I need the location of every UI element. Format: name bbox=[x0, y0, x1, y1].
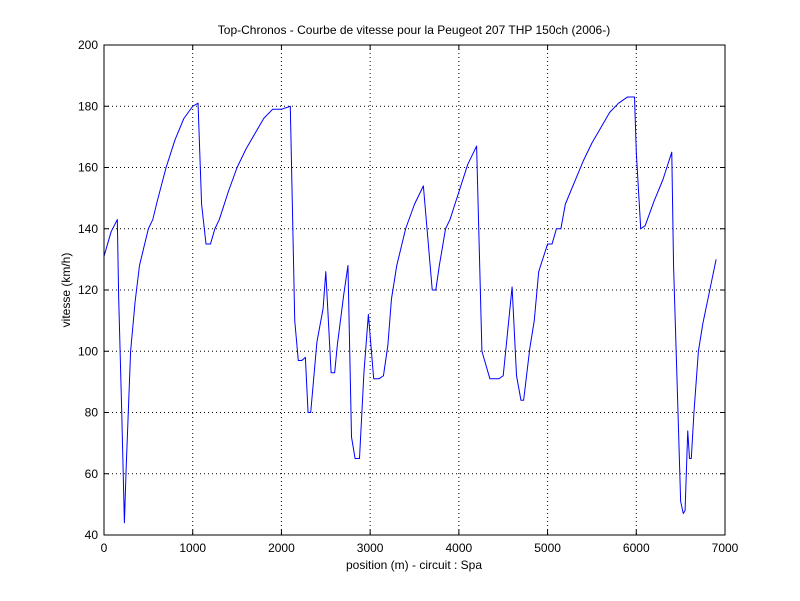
y-tick-label: 200 bbox=[78, 38, 98, 52]
y-tick-label: 100 bbox=[78, 344, 98, 358]
y-tick-label: 40 bbox=[85, 528, 99, 542]
chart-title: Top-Chronos - Courbe de vitesse pour la … bbox=[218, 23, 610, 37]
x-tick-label: 1000 bbox=[179, 541, 206, 555]
x-tick-label: 2000 bbox=[268, 541, 295, 555]
x-axis-ticks: 0 1000 2000 3000 4000 5000 6000 7000 bbox=[101, 45, 739, 555]
x-tick-label: 5000 bbox=[534, 541, 561, 555]
y-tick-label: 140 bbox=[78, 222, 98, 236]
x-axis-label: position (m) - circuit : Spa bbox=[346, 558, 482, 572]
y-tick-label: 120 bbox=[78, 283, 98, 297]
x-tick-label: 4000 bbox=[446, 541, 473, 555]
y-axis-ticks: 40 60 80 100 120 140 160 180 200 bbox=[78, 38, 725, 542]
y-axis-label: vitesse (km/h) bbox=[59, 253, 73, 328]
plot-area bbox=[104, 45, 725, 535]
grid bbox=[104, 45, 725, 535]
speed-series-line-0 bbox=[103, 96, 717, 524]
y-tick-label: 160 bbox=[78, 161, 98, 175]
y-tick-label: 80 bbox=[85, 406, 99, 420]
y-tick-label: 180 bbox=[78, 99, 98, 113]
x-tick-label: 3000 bbox=[357, 541, 384, 555]
x-tick-label: 0 bbox=[101, 541, 108, 555]
series-layer bbox=[103, 96, 717, 524]
x-tick-label: 7000 bbox=[712, 541, 739, 555]
x-tick-label: 6000 bbox=[623, 541, 650, 555]
y-tick-label: 60 bbox=[85, 467, 99, 481]
